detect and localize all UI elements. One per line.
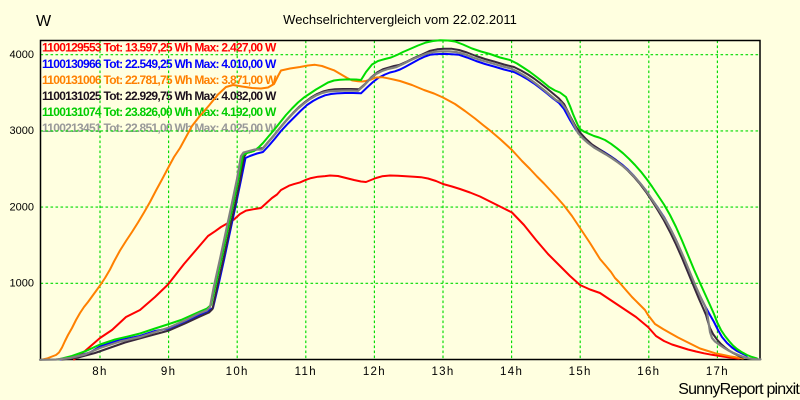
svg-text:W: W (36, 13, 52, 30)
svg-text:1100129553 Tot: 13.597,25 Wh M: 1100129553 Tot: 13.597,25 Wh Max: 2.427,… (42, 41, 277, 55)
svg-text:17h: 17h (706, 366, 729, 378)
svg-text:1100131025 Tot: 22.929,75 Wh M: 1100131025 Tot: 22.929,75 Wh Max: 4.082,… (42, 89, 277, 103)
svg-text:2000: 2000 (10, 201, 34, 213)
svg-text:8h: 8h (92, 366, 107, 378)
svg-text:14h: 14h (500, 366, 523, 378)
svg-text:10h: 10h (226, 366, 249, 378)
svg-text:4000: 4000 (10, 49, 34, 61)
svg-text:SunnyReport pinxit: SunnyReport pinxit (678, 381, 800, 398)
svg-text:1100131006 Tot: 22.781,75 Wh M: 1100131006 Tot: 22.781,75 Wh Max: 3.871,… (42, 73, 277, 87)
svg-text:1100213451 Tot: 22.851,00 Wh M: 1100213451 Tot: 22.851,00 Wh Max: 4.025,… (42, 121, 277, 135)
svg-text:12h: 12h (363, 366, 386, 378)
svg-text:16h: 16h (637, 366, 660, 378)
svg-text:1100131074 Tot: 23.826,00 Wh M: 1100131074 Tot: 23.826,00 Wh Max: 4.192,… (42, 105, 277, 119)
svg-text:15h: 15h (569, 366, 592, 378)
svg-text:9h: 9h (161, 366, 176, 378)
svg-text:1100130966 Tot: 22.549,25 Wh M: 1100130966 Tot: 22.549,25 Wh Max: 4.010,… (42, 57, 277, 71)
svg-text:3000: 3000 (10, 125, 34, 137)
svg-text:Wechselrichtervergleich vom 22: Wechselrichtervergleich vom 22.02.2011 (283, 12, 517, 27)
svg-text:13h: 13h (431, 366, 454, 378)
svg-text:1000: 1000 (10, 278, 34, 290)
svg-text:11h: 11h (295, 366, 317, 378)
